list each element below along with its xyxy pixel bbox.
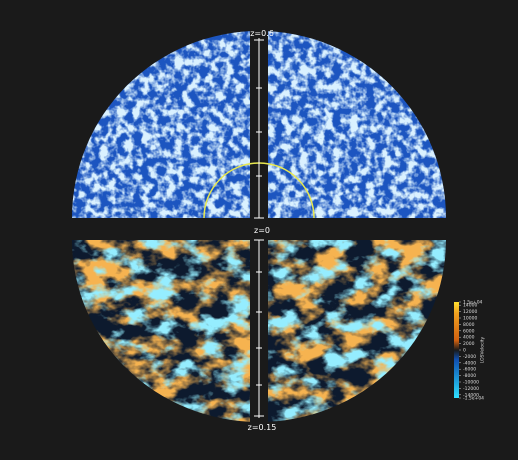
colorbar-tick-label: -8000 — [463, 373, 476, 379]
colorbar-tick-label: 2000 — [463, 341, 475, 347]
colorbar-tick-label: -12000 — [463, 386, 479, 392]
colorbar-tick-label: -6000 — [463, 367, 476, 373]
colorbar-title: LOSVelocity — [480, 336, 486, 363]
page: z=0.6 z=0 z=0.15 LOSVelocity 1.5e+041400… — [0, 0, 518, 460]
colorbar-tick-label: 6000 — [463, 328, 475, 334]
colorbar-tick-label: -1.5e+04 — [463, 396, 484, 402]
colorbar-tick-label: 14000 — [463, 303, 477, 309]
colorbar-tick-label: 8000 — [463, 322, 475, 328]
z-label: z=0 — [254, 226, 270, 235]
colorbar-tick-label: -4000 — [463, 360, 476, 366]
colorbar-tick-label: -10000 — [463, 380, 479, 386]
visualization: z=0.6 z=0 z=0.15 LOSVelocity 1.5e+041400… — [0, 0, 518, 460]
colorbar — [454, 302, 459, 398]
colorbar-tick-label: 10000 — [463, 316, 477, 322]
z-label: z=0.6 — [250, 29, 274, 38]
z-label: z=0.15 — [248, 423, 277, 432]
colorbar-tick-label: 4000 — [463, 335, 475, 341]
colorbar-tick-label: 12000 — [463, 309, 477, 315]
colorbar-tick-label: -2000 — [463, 354, 476, 360]
colorbar-tick-label: 0 — [463, 348, 466, 354]
